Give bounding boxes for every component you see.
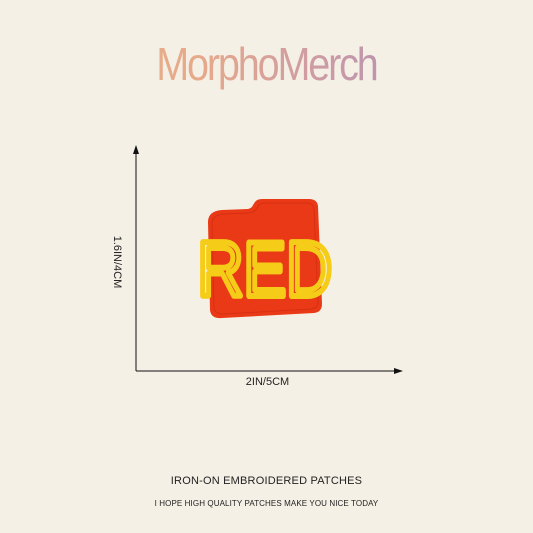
brand-logo: MorphoMerch [37, 36, 495, 92]
width-arrow-icon [394, 368, 403, 374]
red-patch-image: RED [195, 199, 335, 319]
footer-subtitle: I HOPE HIGH QUALITY PATCHES MAKE YOU NIC… [154, 499, 379, 508]
width-label: 2IN/5CM [245, 376, 290, 388]
height-arrow-icon [133, 145, 139, 154]
patch-text: RED [197, 226, 332, 313]
footer-title: IRON-ON EMBROIDERED PATCHES [170, 475, 363, 487]
